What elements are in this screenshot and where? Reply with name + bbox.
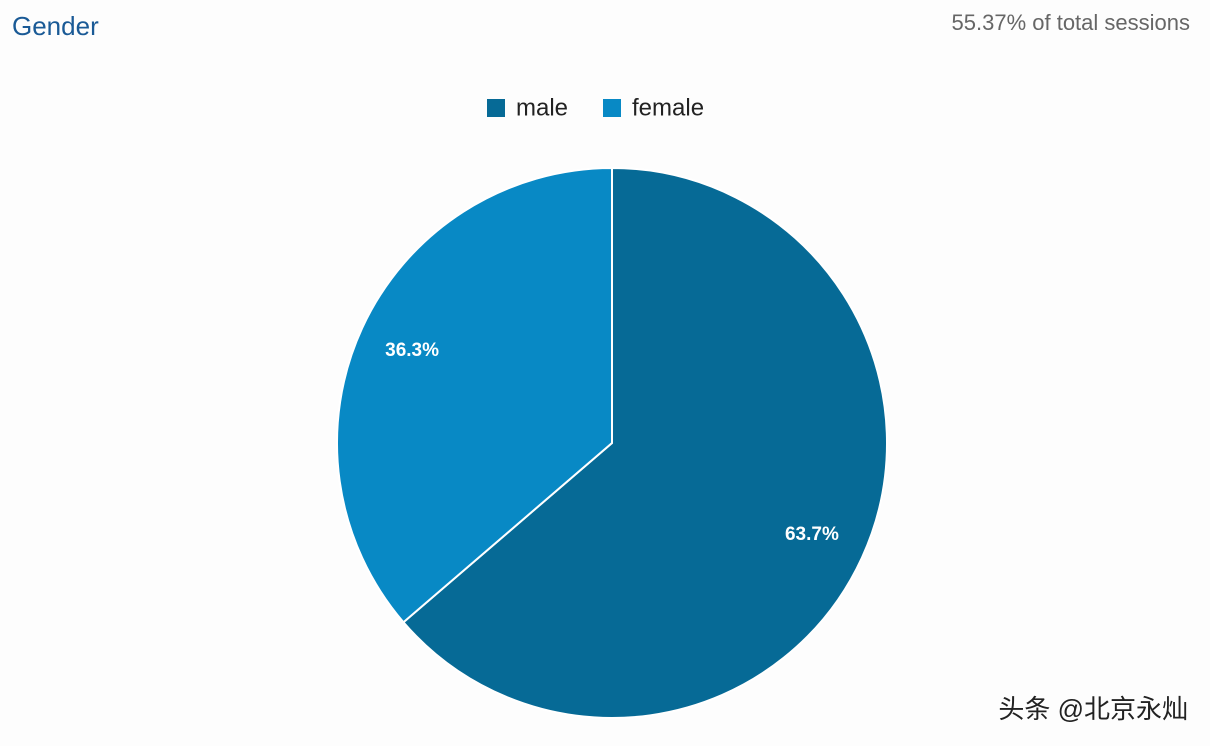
watermark: 头条 @北京永灿 [998, 694, 1188, 724]
legend-swatch [487, 99, 505, 117]
legend-label: male [516, 94, 568, 121]
chart-title: Gender [12, 11, 99, 41]
pie-slice [336, 166, 613, 624]
legend-label: female [632, 94, 704, 121]
legend-swatch [603, 99, 621, 117]
data-label: 36.3% [385, 340, 439, 361]
subtitle: 55.37% of total sessions [952, 10, 1190, 35]
data-label: 63.7% [785, 524, 839, 545]
pie-slice [402, 166, 888, 719]
